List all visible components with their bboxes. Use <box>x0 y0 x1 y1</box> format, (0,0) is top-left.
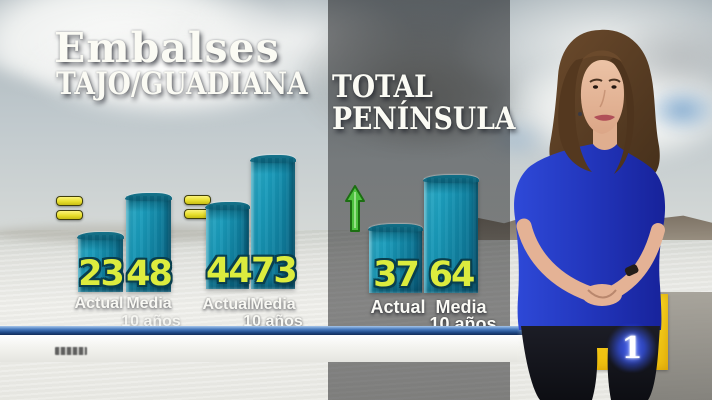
hair-front-right <box>610 56 635 174</box>
bar-label-years: 10 años <box>243 313 303 330</box>
eyebrow-left <box>589 78 603 83</box>
bar-value: 64 <box>428 255 476 295</box>
bar-g2-media: 73 <box>250 155 298 291</box>
lower-third-ticker-band <box>0 335 544 362</box>
bar-g1-media: 48 <box>125 193 173 294</box>
title-text: Embalses <box>54 24 280 72</box>
hands-shadow <box>587 289 617 299</box>
bar-g1-actual: 23 <box>77 232 125 294</box>
bar-g3-actual: 37 <box>368 224 423 295</box>
bar-g2-actual: 44 <box>205 202 253 291</box>
earring <box>578 112 582 116</box>
ticker-smudge <box>55 347 87 355</box>
equals-icon <box>56 196 83 220</box>
eyebrow-right <box>608 78 621 83</box>
bar-g3-media: 64 <box>423 175 479 295</box>
bar-value: 23 <box>78 254 125 294</box>
bar-label-actual: Actual <box>370 297 426 317</box>
channel-logo-la1: 1 <box>606 324 658 372</box>
bar-value: 44 <box>206 251 253 291</box>
hair-front-left <box>558 58 592 172</box>
bar-label-actual: Actual <box>74 295 124 312</box>
bar-label-years: 10 años <box>121 313 181 330</box>
forearm-right <box>607 223 665 299</box>
hair-fringe <box>582 50 622 62</box>
bar-value: 48 <box>126 254 173 294</box>
channel-logo-glyph: 1 <box>621 330 643 366</box>
bar-label-actual: Actual <box>202 296 252 313</box>
region-title-tajo-guadiana: TAJO/GUADIANA <box>56 66 308 102</box>
arrow-up-icon <box>345 185 365 232</box>
bar-label-media: Media <box>126 295 172 312</box>
face <box>580 60 624 134</box>
lower-third-blue-line <box>0 326 544 335</box>
bar-label-media: Media <box>250 296 296 313</box>
bar-label-media: Media <box>435 297 487 317</box>
nose <box>599 89 606 108</box>
bar-value: 37 <box>373 255 420 295</box>
bar-value: 73 <box>251 251 298 291</box>
weather-presenter <box>514 29 666 400</box>
eye-right <box>611 85 617 89</box>
lips <box>594 114 615 121</box>
eye-left <box>592 85 599 89</box>
region-title-total-peninsula: TOTAL PENÍNSULA <box>332 69 516 137</box>
forearm-left <box>516 218 598 302</box>
page-title: Embalses <box>54 24 280 72</box>
hands <box>582 284 622 306</box>
watch <box>624 264 639 277</box>
